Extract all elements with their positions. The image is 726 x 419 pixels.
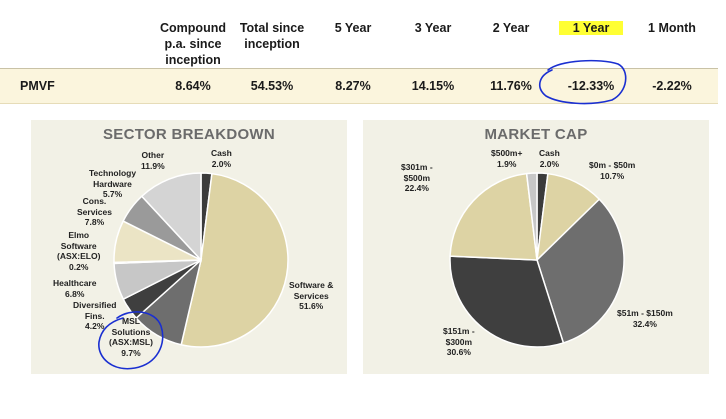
sector-label-diversified-fins: Diversified Fins. 4.2% [73, 300, 117, 331]
sector-label-other: Other 11.9% [141, 150, 165, 171]
header-1-year-highlight: 1 Year [558, 21, 624, 35]
sector-slice-1 [180, 172, 289, 348]
mcap-slice-4 [449, 172, 538, 261]
value-1-month: -2.22% [652, 79, 692, 93]
performance-table: Compound p.a. since inception Total sinc… [0, 0, 718, 105]
sector-label-cons-services: Cons. Services 7.8% [77, 196, 112, 227]
header-1-month: 1 Month [648, 21, 696, 35]
sector-label-msl-solutions: MSL Solutions (ASX:MSL) 9.7% [109, 316, 153, 358]
sector-breakdown-title: SECTOR BREAKDOWN [102, 126, 276, 143]
mcap-slice-3 [449, 255, 565, 348]
row-label: PMVF [20, 79, 55, 93]
mcap-label-0m-50m: $0m - $50m 10.7% [589, 160, 636, 181]
sector-label-elmo-software: Elmo Software (ASX:ELO) 0.2% [57, 230, 101, 272]
mcap-slice-5 [525, 172, 538, 261]
market-cap-title: MARKET CAP [484, 126, 588, 143]
performance-row-pmvf: PMVF 8.64% 54.53% 8.27% 14.15% 11.76% -1… [0, 69, 718, 104]
market-cap-pie-chart [449, 172, 625, 348]
sector-label-technology-hardware: Technology Hardware 5.7% [89, 168, 137, 199]
performance-header-row: Compound p.a. since inception Total sinc… [0, 0, 718, 69]
mcap-label-151m-300m: $151m - $300m 30.6% [443, 326, 475, 357]
value-compound: 8.64% [175, 79, 211, 93]
value-total-since-inception: 54.53% [250, 79, 294, 93]
annotation-circle-msl [98, 311, 164, 370]
sector-pie-chart [113, 172, 289, 348]
sector-breakdown-panel: SECTOR BREAKDOWN Other 11.9% Cash 2.0% T… [31, 120, 347, 374]
mcap-label-cash: Cash 2.0% [539, 148, 560, 169]
header-1-year: 1 Year [544, 20, 638, 36]
header-5-year: 5 Year [334, 21, 372, 35]
mcap-slice-2 [536, 198, 625, 344]
value-2-year: 11.76% [490, 79, 532, 93]
header-3-year: 3 Year [414, 21, 452, 35]
sector-slice-8 [140, 172, 202, 262]
sector-label-software-services: Software & Services 51.6% [289, 280, 334, 311]
value-3-year: 14.15% [411, 79, 455, 93]
value-1-year: -12.33% [567, 79, 615, 93]
mcap-label-500m-plus: $500m+ 1.9% [491, 148, 523, 169]
sector-label-cash: Cash 2.0% [211, 148, 232, 169]
value-5-year: 8.27% [335, 79, 371, 93]
sector-label-healthcare: Healthcare 6.8% [53, 278, 97, 299]
mcap-label-51m-150m: $51m - $150m 32.4% [617, 308, 673, 329]
header-compound: Compound p.a. since inception [160, 21, 226, 67]
header-total-since-inception: Total since inception [239, 21, 305, 51]
annotation-circle-1-year [539, 59, 627, 105]
mcap-label-301m-500m: $301m - $500m 22.4% [401, 162, 433, 193]
market-cap-panel: MARKET CAP $500m+ 1.9% Cash 2.0% $0m - $… [363, 120, 709, 374]
header-2-year: 2 Year [492, 21, 530, 35]
